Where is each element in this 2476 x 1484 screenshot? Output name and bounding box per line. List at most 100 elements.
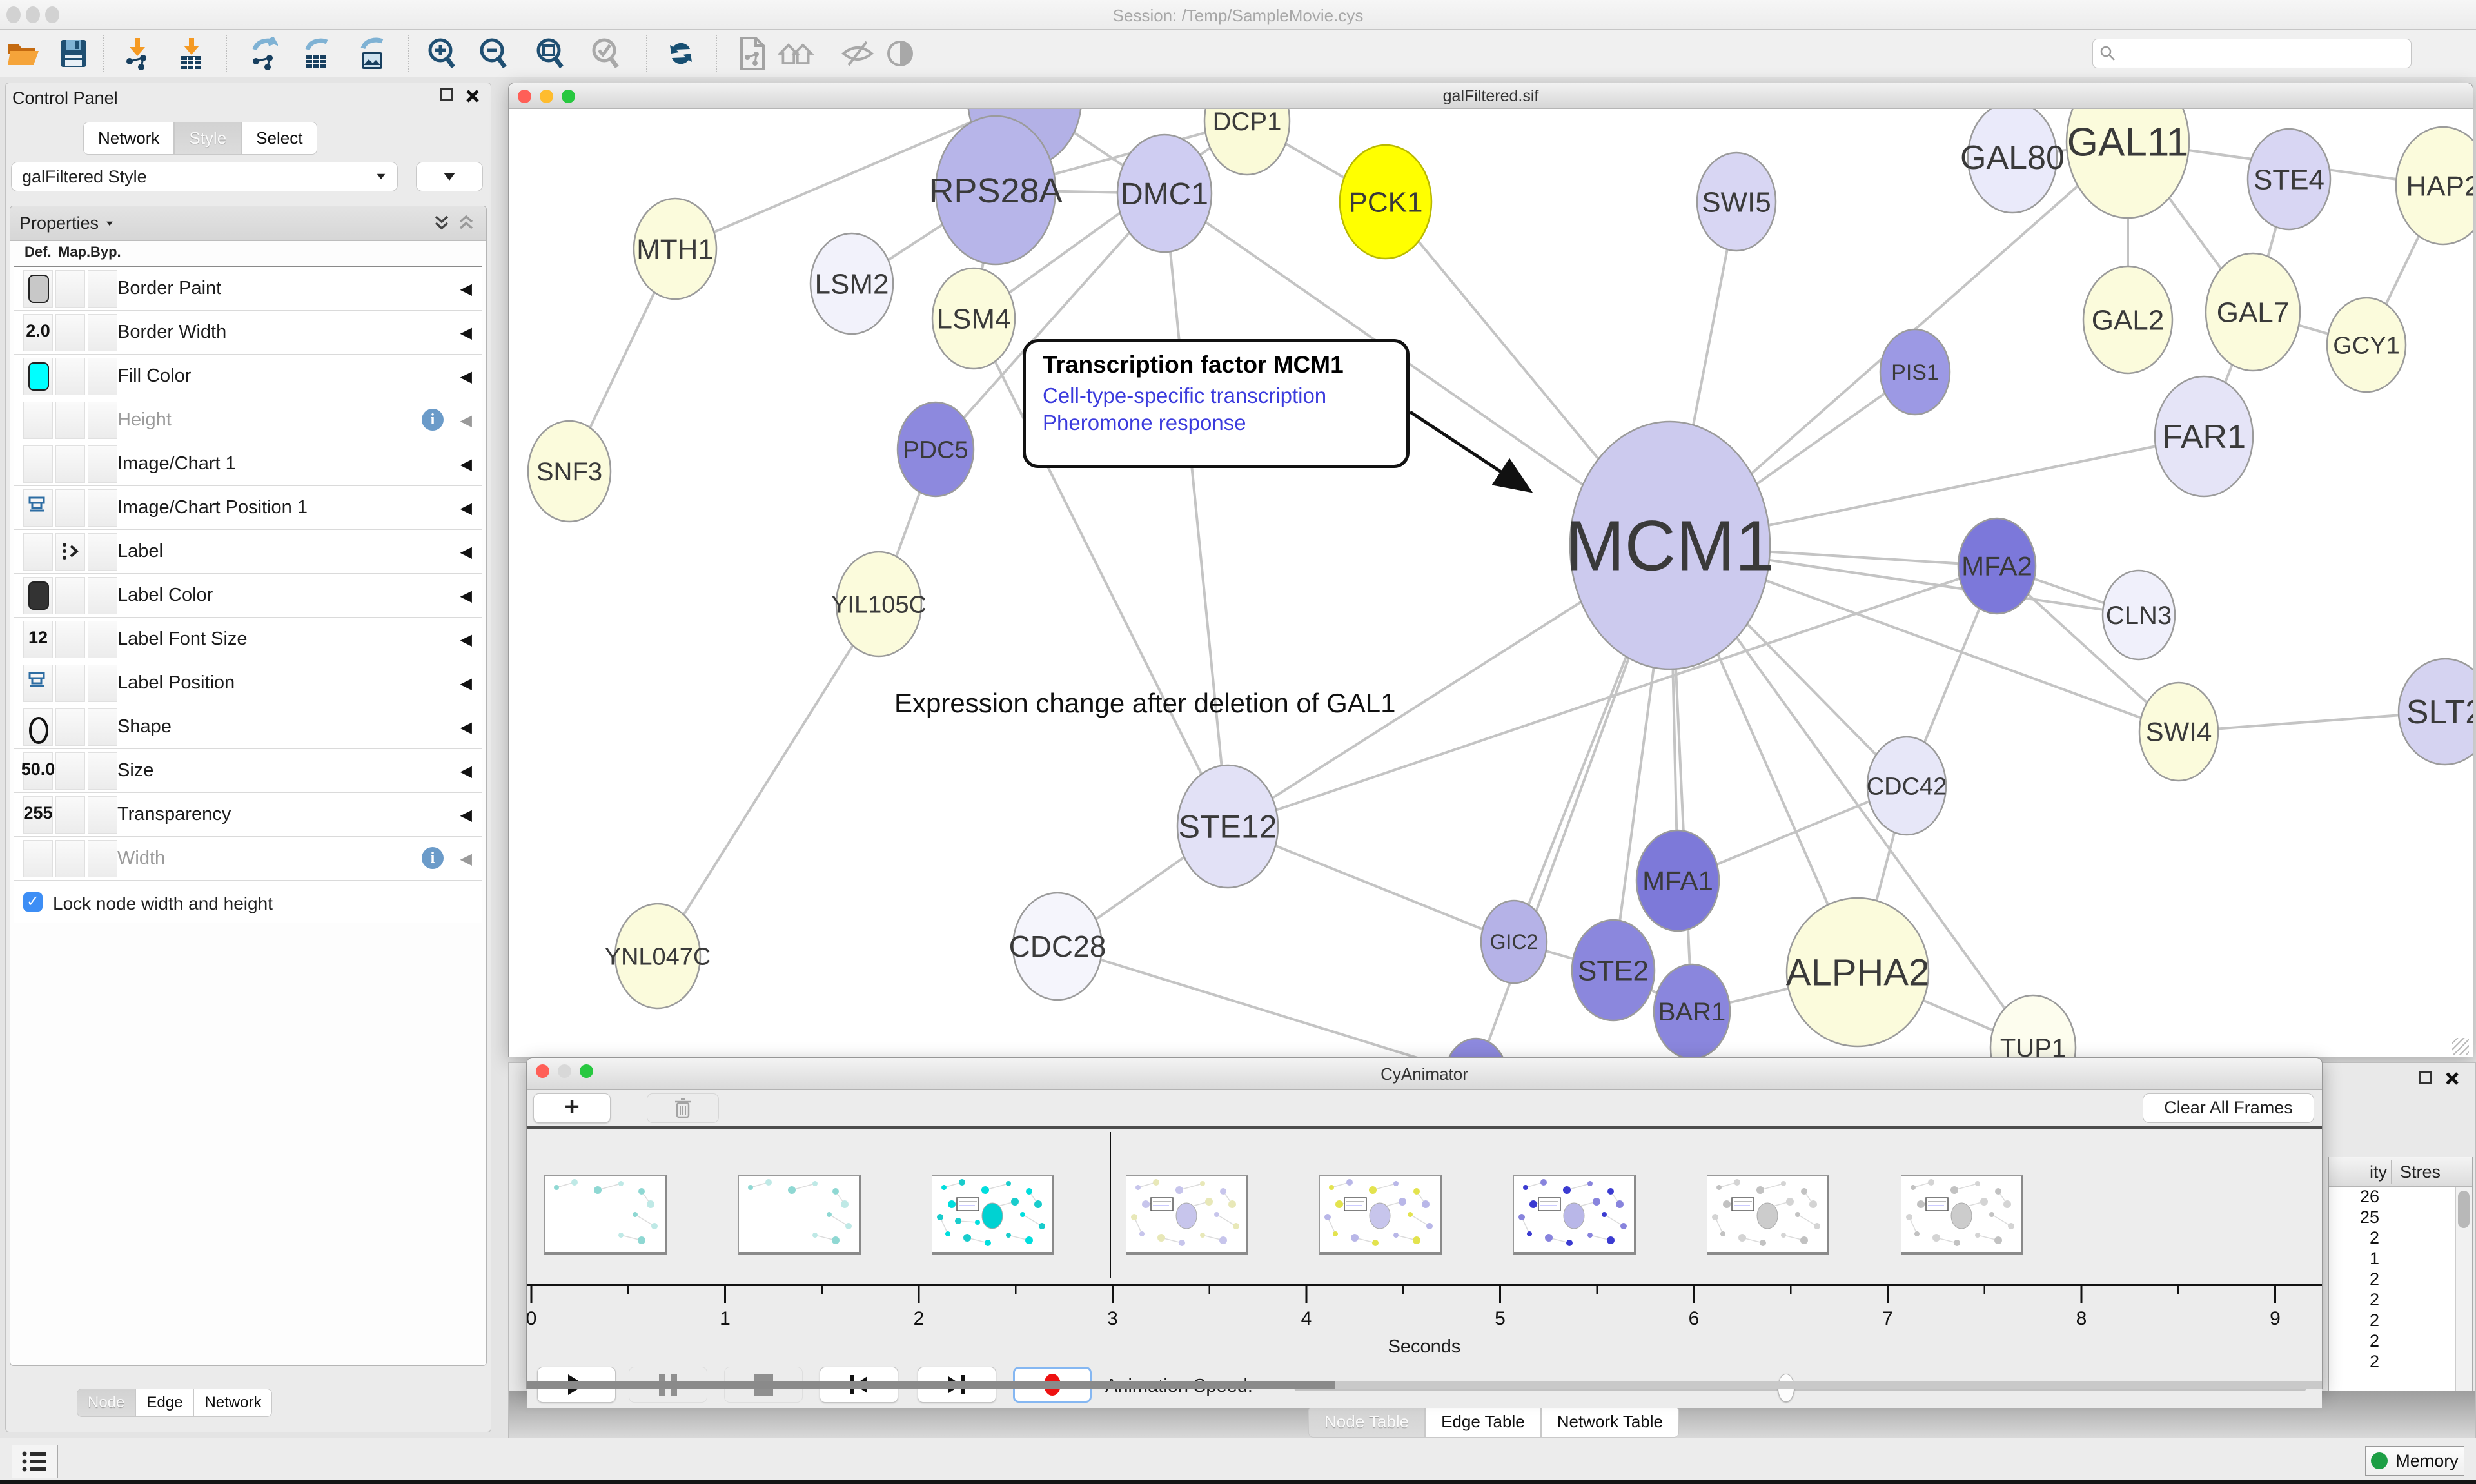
table-cell-value[interactable]: 2 — [2369, 1290, 2379, 1309]
mapping-value-cell[interactable] — [55, 840, 85, 877]
table-cell-value[interactable]: 1 — [2369, 1249, 2379, 1268]
bypass-value-cell[interactable] — [88, 489, 117, 527]
tab-network[interactable]: Network — [83, 122, 175, 155]
bypass-value-cell[interactable] — [88, 708, 117, 746]
node-TUP1[interactable]: TUP1 — [1989, 994, 2077, 1057]
default-value-cell[interactable] — [23, 840, 53, 877]
mapping-value-cell[interactable] — [55, 270, 85, 308]
default-value-cell[interactable] — [23, 314, 53, 351]
mapping-value-cell[interactable] — [55, 402, 85, 439]
mapping-value-cell[interactable] — [55, 708, 85, 746]
node-SLT2[interactable]: SLT2 — [2397, 658, 2473, 766]
collapse-arrow-icon[interactable]: ◀ — [460, 675, 472, 692]
table-cell-value[interactable]: 2 — [2369, 1352, 2379, 1371]
info-icon[interactable]: i — [422, 409, 444, 431]
network-graph[interactable]: DCP1 RPS28A DMC1 PCK1 SWI5 GAL80 GAL11 STE4 HAP2… — [509, 109, 2473, 1057]
lock-node-size-row[interactable]: ✓ Lock node width and height — [14, 881, 482, 923]
properties-header[interactable]: Properties — [10, 206, 486, 241]
frame-thumbnail-3[interactable] — [1125, 1175, 1248, 1255]
mapping-icon[interactable] — [59, 540, 81, 565]
tab-edge[interactable]: Edge — [135, 1389, 194, 1417]
property-row-label[interactable]: Label ◀ — [14, 530, 482, 574]
node-CLN3[interactable]: CLN3 — [2101, 569, 2176, 661]
mapping-value-cell[interactable] — [55, 796, 85, 834]
save-icon[interactable] — [55, 36, 92, 71]
property-row-image-chart-position-1[interactable]: Image/Chart Position 1 ◀ — [14, 486, 482, 530]
node-table-grid[interactable]: ity Stres 26 25 2 1 2 2 2 2 2 — [2328, 1157, 2473, 1422]
node-GAL11[interactable]: GAL11 — [2065, 109, 2190, 219]
node-FAR1[interactable]: FAR1 — [2154, 375, 2254, 498]
table-cell-value[interactable]: 2 — [2369, 1311, 2379, 1330]
mapping-value-cell[interactable] — [55, 533, 85, 571]
mapping-value-cell[interactable] — [55, 489, 85, 527]
node-RPS28A[interactable]: RPS28A — [928, 115, 1063, 266]
color-swatch[interactable] — [28, 275, 49, 303]
bypass-value-cell[interactable] — [88, 445, 117, 483]
property-row-fill-color[interactable]: Fill Color ◀ — [14, 355, 482, 398]
table-cell-value[interactable]: 2 — [2369, 1269, 2379, 1289]
edge-YNL047C-YIL105C[interactable] — [656, 603, 880, 957]
network-window-titlebar[interactable]: galFiltered.sif — [509, 83, 2473, 109]
frame-thumbnail-6[interactable] — [1707, 1175, 1829, 1255]
expand-all-icon[interactable] — [431, 214, 453, 233]
color-swatch[interactable] — [28, 581, 49, 610]
bypass-value-cell[interactable] — [88, 358, 117, 395]
bypass-value-cell[interactable] — [88, 665, 117, 702]
ellipse-icon[interactable] — [27, 716, 50, 748]
style-selector[interactable]: galFiltered Style — [11, 162, 398, 191]
position-icon[interactable] — [27, 496, 46, 516]
node-SWI4[interactable]: SWI4 — [2138, 681, 2219, 782]
default-value-cell[interactable] — [23, 752, 53, 790]
export-file-icon[interactable] — [734, 36, 770, 71]
close-panel-icon[interactable] — [465, 88, 482, 105]
node-SNF3[interactable]: SNF3 — [527, 420, 612, 523]
bypass-value-cell[interactable] — [88, 270, 117, 308]
node-STE12[interactable]: STE12 — [1176, 764, 1279, 889]
close-panel-icon[interactable] — [2444, 1071, 2461, 1088]
mapping-value-cell[interactable] — [55, 577, 85, 614]
zoom-window-icon[interactable] — [562, 90, 575, 103]
collapse-arrow-icon[interactable]: ◀ — [460, 368, 472, 386]
collapse-arrow-icon[interactable]: ◀ — [460, 324, 472, 342]
collapse-all-icon[interactable] — [455, 214, 477, 233]
collapse-arrow-icon[interactable]: ◀ — [460, 806, 472, 824]
task-history-button[interactable] — [12, 1445, 58, 1478]
edge-DMC1-STE12[interactable] — [1163, 193, 1229, 827]
node-HAP2[interactable]: HAP2 — [2395, 126, 2473, 246]
bypass-value-cell[interactable] — [88, 533, 117, 571]
color-swatch[interactable] — [28, 362, 49, 391]
mapping-value-cell[interactable] — [55, 358, 85, 395]
node-PDC5[interactable]: PDC5 — [896, 401, 975, 498]
default-value[interactable]: 2.0 — [26, 321, 50, 340]
bypass-value-cell[interactable] — [88, 577, 117, 614]
property-row-transparency[interactable]: 255 Transparency ◀ — [14, 793, 482, 837]
show-eye-icon[interactable] — [882, 36, 918, 71]
collapse-arrow-icon[interactable]: ◀ — [460, 500, 472, 517]
node-CDC28[interactable]: CDC28 — [1009, 892, 1106, 1001]
table-cell-value[interactable]: 25 — [2359, 1207, 2379, 1227]
search-box[interactable] — [2092, 39, 2412, 68]
node-DCP1[interactable]: DCP1 — [1203, 109, 1291, 176]
tab-select[interactable]: Select — [241, 122, 318, 155]
memory-button[interactable]: Memory — [2365, 1446, 2464, 1476]
home-group-icon[interactable] — [778, 36, 814, 71]
property-row-width[interactable]: Width i ◀ — [14, 837, 482, 881]
tab-style[interactable]: Style — [174, 122, 242, 155]
delete-frame-button[interactable] — [647, 1093, 719, 1123]
table-vertical-scrollbar[interactable] — [2455, 1187, 2472, 1421]
node-BAR1[interactable]: BAR1 — [1653, 963, 1731, 1057]
info-icon[interactable]: i — [422, 847, 444, 869]
property-row-image-chart-1[interactable]: Image/Chart 1 ◀ — [14, 442, 482, 486]
default-value-cell[interactable] — [23, 489, 53, 527]
node-STE2[interactable]: STE2 — [1571, 919, 1656, 1022]
import-network-icon[interactable] — [119, 36, 155, 71]
default-value-cell[interactable] — [23, 445, 53, 483]
node-YNL047C[interactable]: YNL047C — [605, 903, 711, 1010]
default-value-cell[interactable] — [23, 402, 53, 439]
timeline-horizontal-scrollbar[interactable] — [527, 1381, 2322, 1389]
default-value-cell[interactable] — [23, 708, 53, 746]
frame-thumbnail-5[interactable] — [1513, 1175, 1636, 1255]
node-GAL80[interactable]: GAL80 — [1960, 109, 2065, 214]
annotation-link[interactable]: Pheromone response — [1043, 411, 1246, 434]
mapping-value-cell[interactable] — [55, 621, 85, 658]
